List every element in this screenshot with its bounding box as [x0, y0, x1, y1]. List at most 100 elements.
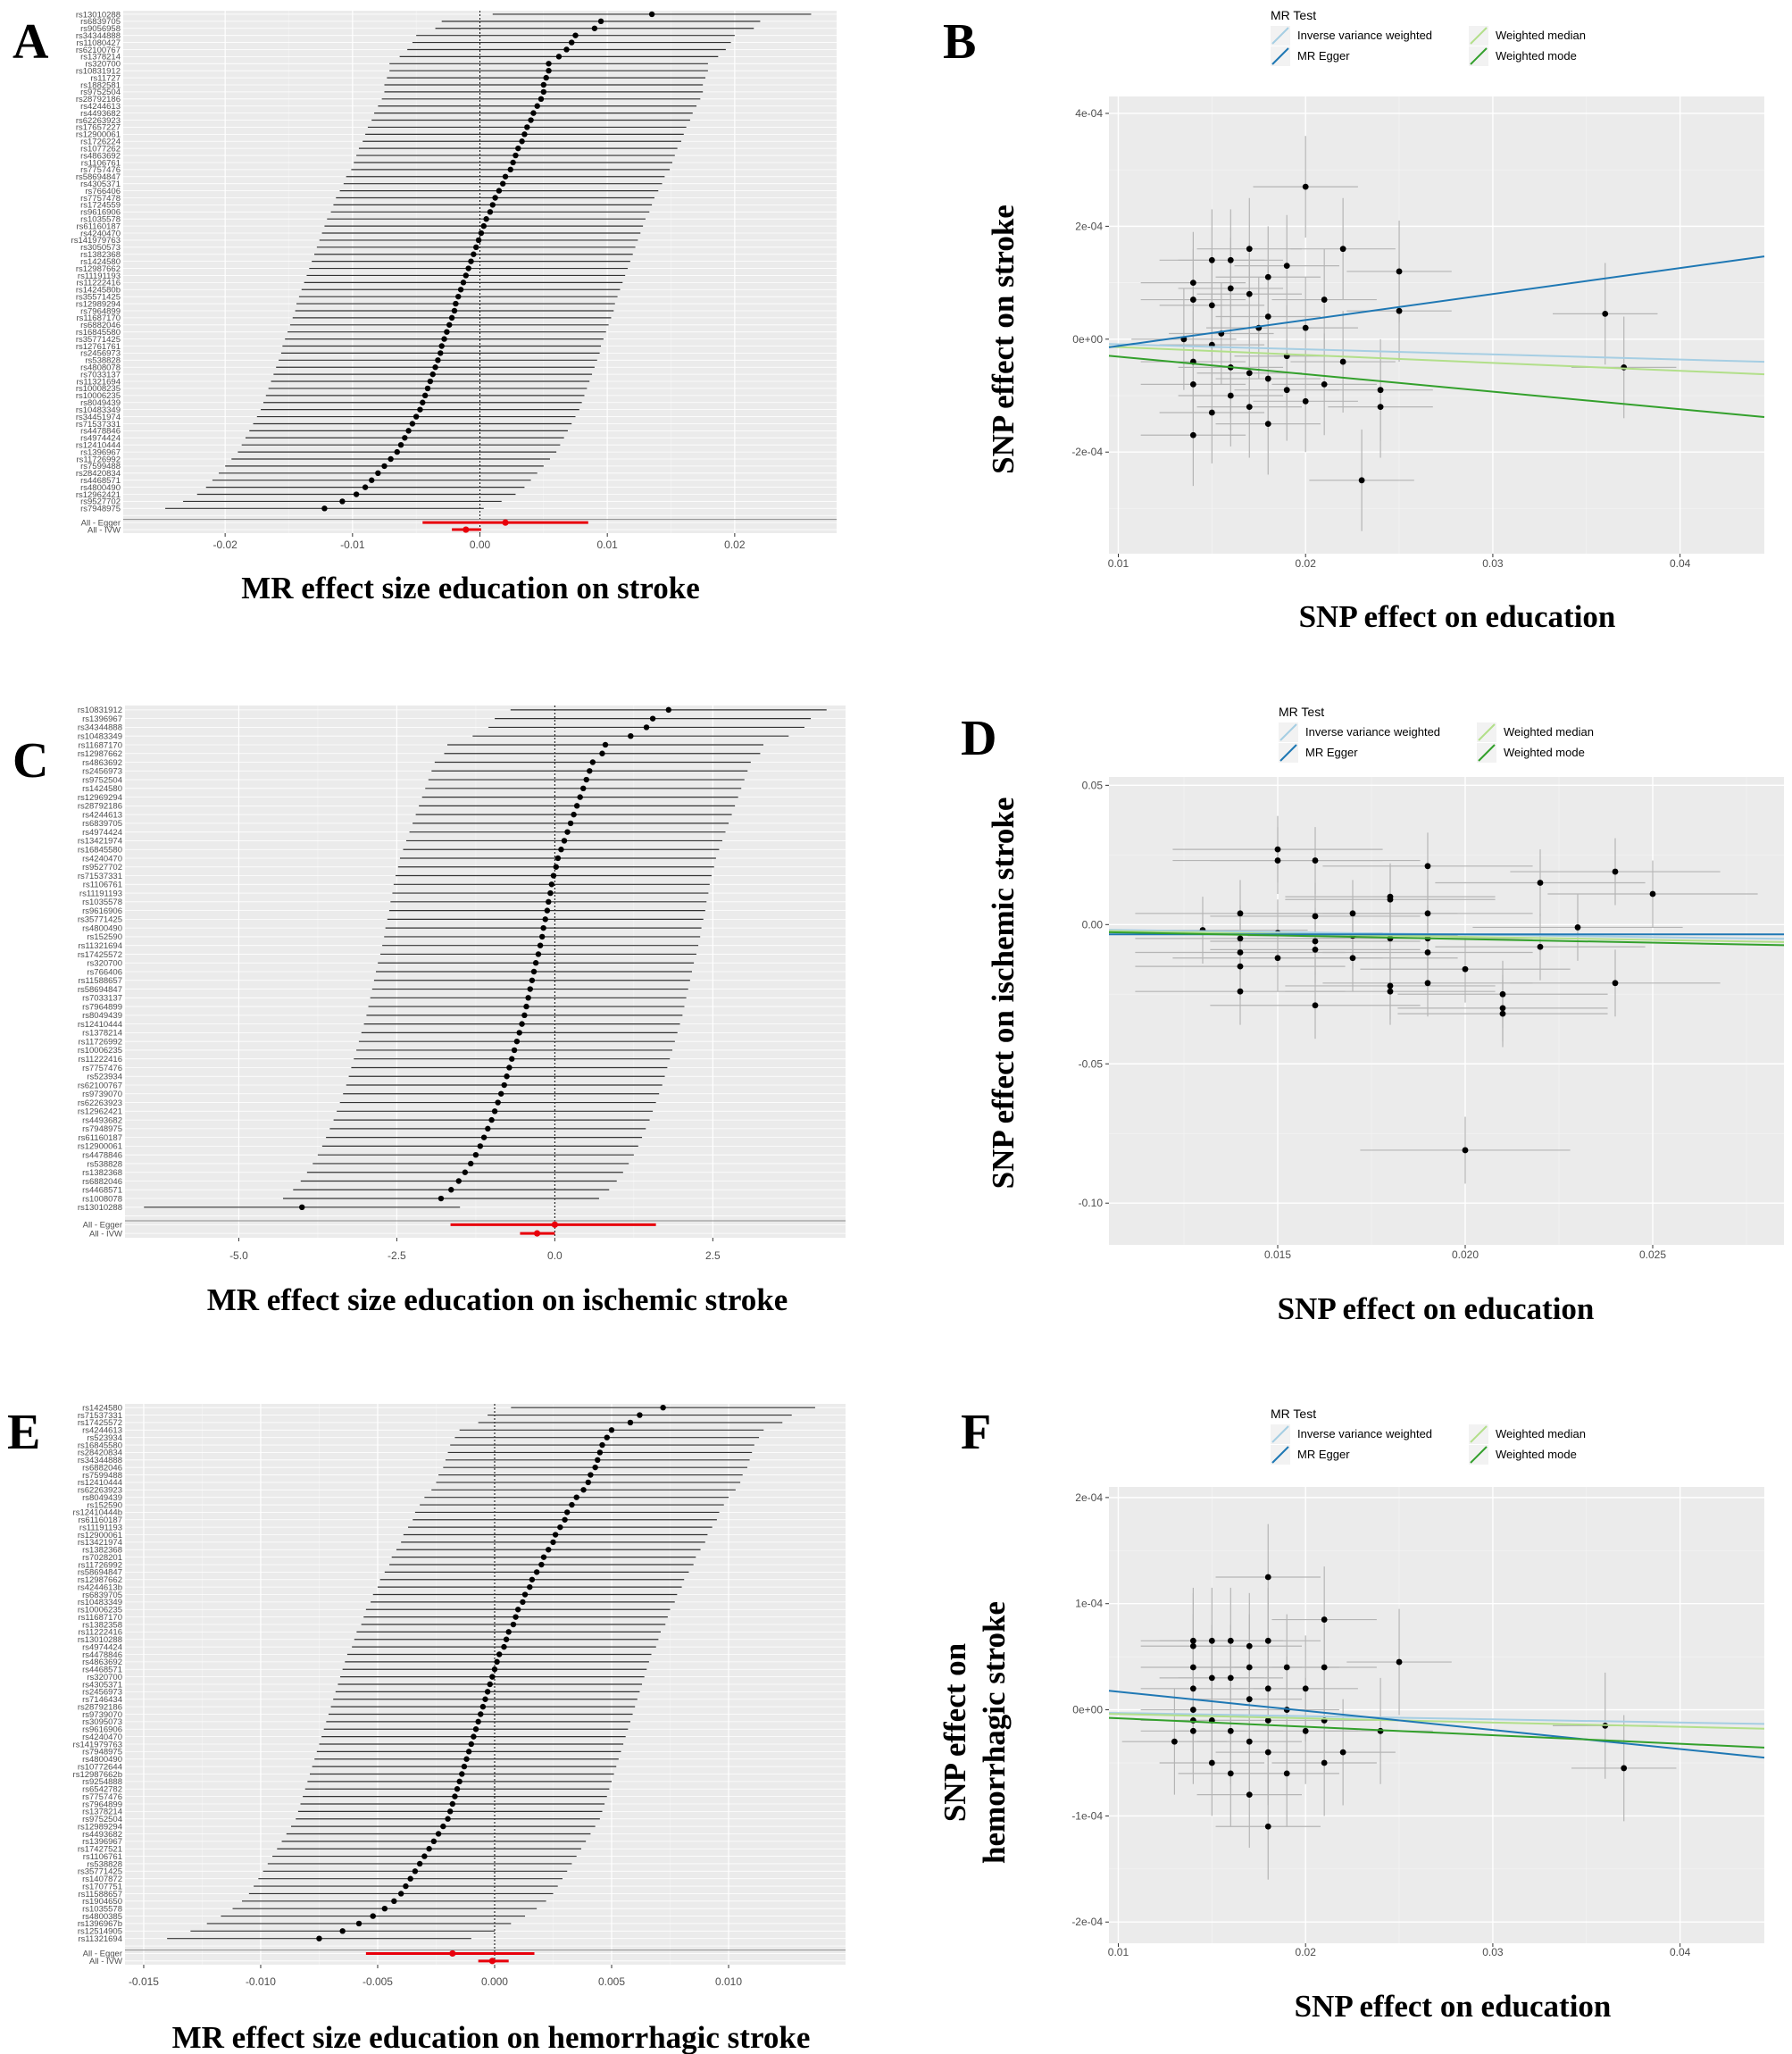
legend-key-line: [1470, 1446, 1488, 1464]
snp-point: [1246, 1642, 1253, 1649]
snp-point: [1189, 1707, 1196, 1713]
snp-estimate-point: [438, 350, 444, 356]
snp-point: [1387, 988, 1394, 995]
snp-estimate-point: [627, 1419, 634, 1426]
snp-label: rs4974424: [82, 828, 122, 838]
x-tick-label: -5.0: [229, 1249, 248, 1262]
y-tick-label: -2e-04: [1071, 446, 1103, 458]
snp-estimate-point: [628, 732, 634, 739]
snp-label: rs7033137: [80, 370, 121, 380]
snp-point: [1424, 863, 1431, 870]
snp-label: rs152590: [87, 1500, 122, 1510]
snp-label: rs8049439: [82, 1493, 122, 1503]
snp-label: rs9752504: [82, 1815, 122, 1824]
snp-label: rs4800490: [80, 483, 121, 493]
snp-estimate-point: [523, 1003, 529, 1010]
snp-estimate-point: [585, 1479, 591, 1486]
snp-label: rs10483349: [76, 405, 121, 415]
snp-point: [1499, 1005, 1506, 1012]
snp-point: [1237, 963, 1244, 970]
snp-estimate-point: [465, 265, 471, 271]
snp-point: [1227, 1637, 1234, 1644]
snp-estimate-point: [438, 343, 445, 349]
snp-label: rs6882046: [82, 1177, 122, 1187]
snp-estimate-point: [519, 1021, 525, 1027]
snp-point: [1377, 404, 1384, 411]
snp-estimate-point: [463, 272, 470, 279]
regression-line-weighted-median: [1108, 930, 1785, 943]
legend-label: Weighted median: [1496, 29, 1586, 42]
x-tick-label: 0.02: [1296, 557, 1317, 570]
y-tick-label: 2e-04: [1075, 220, 1103, 232]
snp-label: rs7757476: [82, 1792, 122, 1802]
snp-estimate-point: [555, 54, 563, 60]
snp-estimate-point: [520, 1599, 526, 1606]
snp-label: rs61160187: [79, 1515, 122, 1525]
snp-point: [1283, 1664, 1290, 1671]
x-tick-label: 0.03: [1482, 557, 1504, 570]
snp-point: [1237, 988, 1244, 995]
snp-point: [1189, 280, 1196, 286]
snp-point: [1246, 1664, 1253, 1671]
snp-label: rs7964899: [82, 1002, 122, 1012]
snp-label: rs62100767: [76, 46, 121, 55]
snp-estimate-point: [444, 329, 450, 335]
y-tick-label: 0.05: [1082, 779, 1104, 791]
snp-estimate-point: [299, 1204, 305, 1211]
snp-label: rs320700: [87, 959, 122, 969]
snp-estimate-point: [446, 1808, 454, 1815]
snp-point: [1208, 256, 1215, 263]
snp-label: rs12900061: [78, 1142, 122, 1152]
x-tick-label: -0.02: [213, 539, 238, 551]
snp-label: rs13010288: [78, 1203, 122, 1213]
snp-label: rs71537331: [76, 420, 121, 430]
snp-estimate-point: [515, 145, 521, 152]
x-tick-label: 0.02: [1296, 1946, 1317, 1958]
snp-label: rs61160187: [77, 221, 121, 231]
snp-estimate-point: [543, 74, 549, 81]
snp-estimate-point: [491, 1666, 498, 1673]
xlabel-f: SNP effect on education: [1295, 1989, 1612, 2024]
summary-label: All - Egger: [83, 1950, 122, 1959]
xlabel-b: SNP effect on education: [1299, 599, 1616, 634]
snp-label: rs1407872: [82, 1874, 122, 1884]
snp-estimate-point: [564, 829, 571, 835]
snp-label: rs4863692: [82, 1657, 122, 1667]
snp-label: rs12900061: [76, 130, 121, 140]
regression-line-weighted-mode: [1108, 1716, 1765, 1749]
x-tick-label: -0.005: [363, 1975, 393, 1988]
snp-label: rs1077262: [80, 144, 121, 154]
snp-estimate-point: [533, 1569, 540, 1575]
snp-label: rs4240470: [80, 229, 121, 238]
snp-estimate-point: [468, 1741, 474, 1748]
snp-estimate-point: [435, 1831, 442, 1837]
legend-label: Inverse variance weighted: [1305, 725, 1440, 739]
x-tick-label: 0.0: [547, 1249, 563, 1262]
legend: MR Test Inverse variance weighted Weighted…: [1271, 1407, 1586, 1465]
snp-label: rs1378214: [80, 53, 121, 63]
legend-key-line: [1271, 1425, 1289, 1443]
snp-estimate-point: [538, 96, 545, 103]
legend: MR Test Inverse variance weighted Weighted…: [1279, 705, 1594, 763]
snp-point: [1227, 285, 1234, 292]
ylabel-d: SNP effect on ischemic stroke: [986, 797, 1021, 1190]
snp-label: rs11222416: [79, 1055, 122, 1065]
snp-label: rs141979763: [71, 236, 121, 246]
snp-estimate-point: [438, 1195, 445, 1202]
snp-point: [1424, 910, 1431, 917]
snp-label: rs4808078: [80, 363, 121, 373]
snp-label: rs6882046: [82, 1463, 122, 1473]
snp-label: rs538828: [85, 356, 121, 366]
snp-point: [1321, 1759, 1328, 1766]
snp-estimate-point: [397, 441, 404, 448]
snp-label: rs4974424: [82, 1642, 122, 1652]
snp-point: [1246, 246, 1253, 253]
snp-estimate-point: [463, 1756, 470, 1762]
snp-label: rs538828: [87, 1859, 122, 1869]
snp-estimate-point: [394, 448, 400, 455]
snp-label: rs7146434: [82, 1695, 122, 1705]
snp-label: rs4305371: [82, 1680, 122, 1690]
snp-point: [1246, 1791, 1253, 1799]
snp-estimate-point: [473, 244, 479, 251]
snp-estimate-point: [599, 1441, 605, 1449]
